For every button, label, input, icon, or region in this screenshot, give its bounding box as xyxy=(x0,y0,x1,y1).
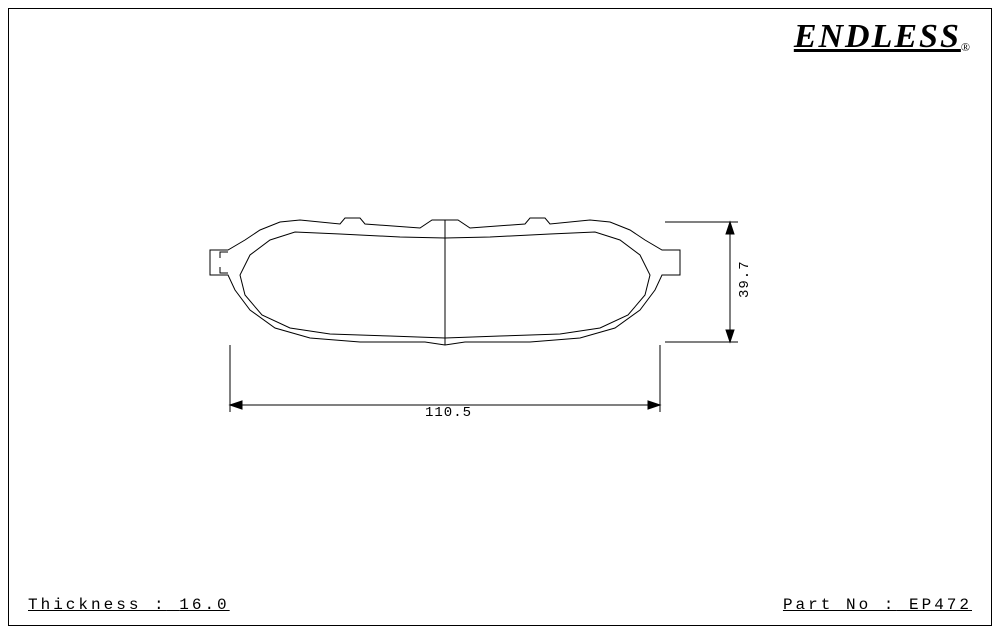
thickness-spec: Thickness : 16.0 xyxy=(28,596,230,614)
dimension-width: 110.5 xyxy=(425,405,472,421)
thickness-value: 16.0 xyxy=(179,596,229,614)
dimension-height: 39.7 xyxy=(737,260,753,298)
part-number-spec: Part No : EP472 xyxy=(783,596,972,614)
brand-name: ENDLESS xyxy=(794,18,961,55)
part-value: EP472 xyxy=(909,596,972,614)
brand-logo: ENDLESS® xyxy=(794,18,972,56)
registered-mark: ® xyxy=(961,40,972,54)
brake-pad-drawing xyxy=(200,180,800,460)
thickness-label: Thickness : xyxy=(28,596,167,614)
part-label: Part No : xyxy=(783,596,896,614)
